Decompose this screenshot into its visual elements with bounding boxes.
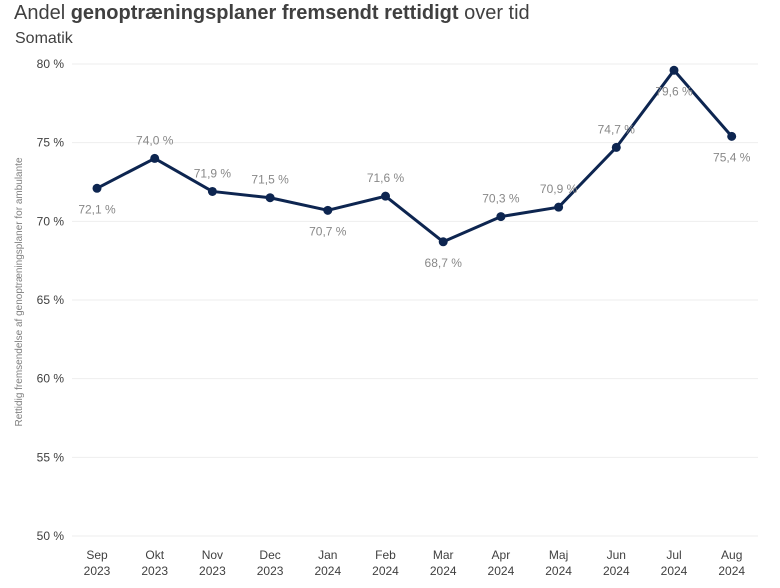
x-tick-label-month: Nov (202, 548, 223, 562)
x-tick-label-year: 2024 (314, 564, 341, 578)
chart-title: Andel genoptræningsplaner fremsendt rett… (14, 2, 530, 25)
chart-title-suffix: over tid (458, 2, 530, 24)
data-point (611, 142, 621, 152)
y-tick-label: 80 % (37, 57, 65, 71)
x-tick-label-month: Dec (259, 548, 280, 562)
x-tick-label-year: 2023 (141, 564, 168, 578)
y-tick-label: 70 % (37, 214, 65, 228)
data-point (554, 202, 564, 212)
series-line (95, 68, 734, 244)
x-tick-label-year: 2024 (488, 564, 515, 578)
x-tick-label-month: Jul (666, 548, 681, 562)
x-tick-label-year: 2024 (430, 564, 457, 578)
x-tick-label-year: 2023 (199, 564, 226, 578)
y-tick-label: 55 % (37, 450, 65, 464)
chart-subtitle: Somatik (15, 30, 73, 47)
data-point (438, 237, 448, 247)
data-label: 68,7 % (425, 256, 463, 270)
x-tick-label-month: Sep (86, 548, 108, 562)
data-label: 71,5 % (251, 173, 289, 187)
data-point (323, 205, 333, 215)
data-label: 70,3 % (482, 192, 520, 206)
x-tick-label-year: 2024 (372, 564, 399, 578)
data-point (265, 193, 275, 203)
x-tick-label-year: 2023 (257, 564, 284, 578)
data-label: 79,6 % (655, 84, 693, 98)
data-point (727, 131, 737, 141)
x-tick-label-month: Aug (721, 548, 742, 562)
data-label: 72,1 % (78, 202, 116, 216)
x-tick-label-year: 2024 (603, 564, 630, 578)
data-point (150, 153, 160, 163)
x-tick-label-month: Mar (433, 548, 454, 562)
data-label: 70,7 % (309, 224, 347, 238)
x-tick-label-month: Okt (145, 548, 164, 562)
x-tick-label-year: 2024 (545, 564, 572, 578)
data-point (381, 191, 390, 201)
y-axis-label: Rettidig fremsendelse af genoptræningspl… (14, 157, 25, 426)
y-tick-label: 50 % (37, 529, 65, 543)
y-tick-label: 75 % (37, 136, 65, 150)
data-label: 75,4 % (713, 150, 751, 164)
y-tick-label: 65 % (37, 293, 65, 307)
x-tick-label-month: Feb (375, 548, 396, 562)
data-point (496, 212, 506, 222)
x-tick-label-month: Jan (318, 548, 337, 562)
x-tick-label-month: Apr (492, 548, 511, 562)
x-tick-label-month: Maj (549, 548, 568, 562)
data-label: 70,9 % (540, 182, 578, 196)
data-label: 71,9 % (194, 166, 232, 180)
data-point (207, 186, 217, 196)
data-label: 74,0 % (136, 133, 174, 147)
x-tick-label-month: Jun (607, 548, 626, 562)
y-tick-label: 60 % (37, 372, 65, 386)
data-label: 74,7 % (598, 122, 636, 136)
data-label: 71,6 % (367, 171, 405, 185)
data-point (92, 183, 102, 193)
x-tick-label-year: 2024 (718, 564, 745, 578)
chart-title-bold: genoptræningsplaner fremsendt rettidigt (70, 2, 459, 24)
chart-title-prefix: Andel (14, 2, 71, 24)
x-tick-label-year: 2023 (84, 564, 111, 578)
x-tick-label-year: 2024 (661, 564, 688, 578)
data-point (669, 65, 679, 75)
